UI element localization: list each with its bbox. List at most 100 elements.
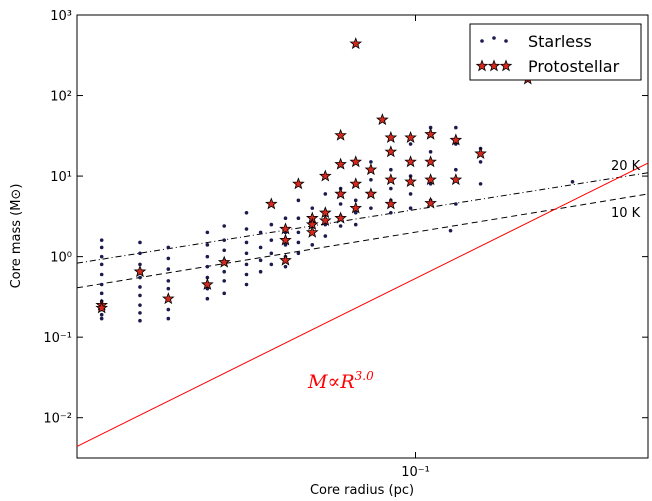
dot-marker: [428, 150, 433, 154]
dot-marker: [353, 198, 358, 203]
dot-marker: [244, 262, 249, 267]
star-marker: [384, 197, 398, 210]
dot-marker: [205, 275, 210, 280]
dot-marker: [244, 240, 249, 245]
y-tick-label: 10¹: [50, 170, 72, 185]
dot-marker: [205, 243, 210, 247]
star-marker: [334, 187, 347, 200]
dot-marker: [480, 39, 484, 43]
star-marker: [279, 253, 292, 266]
dot-marker: [138, 240, 142, 245]
model-label-exponent: 3.0: [355, 369, 374, 383]
dot-marker: [138, 285, 142, 289]
y-tick-label: 10⁻²: [43, 412, 72, 427]
dot-marker: [205, 254, 210, 259]
star-marker: [487, 59, 501, 72]
dot-marker: [323, 192, 328, 196]
dot-marker: [454, 167, 458, 172]
star-marker: [424, 127, 437, 140]
star-marker: [424, 155, 437, 168]
dot-marker: [389, 186, 393, 191]
dot-marker: [244, 211, 249, 215]
star-marker: [265, 197, 278, 210]
dot-marker: [99, 282, 104, 287]
dot-marker: [138, 293, 142, 298]
star-marker: [349, 37, 363, 50]
dot-marker: [222, 238, 227, 242]
dot-marker: [244, 272, 249, 277]
dot-marker: [99, 272, 104, 277]
dot-marker: [222, 248, 227, 253]
dot-marker: [369, 160, 373, 164]
line-label: 20 K: [611, 159, 641, 174]
dot-marker: [166, 267, 171, 271]
dot-marker: [338, 224, 343, 228]
star-marker: [95, 301, 109, 314]
star-marker: [162, 292, 175, 305]
star-marker: [318, 169, 332, 182]
star-marker: [318, 213, 332, 226]
dot-marker: [258, 269, 263, 274]
star-marker: [475, 59, 489, 72]
dot-marker: [166, 307, 171, 312]
dot-marker: [99, 316, 104, 321]
dot-marker: [269, 262, 274, 267]
y-tick-label: 10³: [50, 9, 72, 24]
dot-marker: [296, 198, 301, 203]
star-marker: [133, 265, 147, 278]
dot-marker: [222, 279, 227, 283]
y-tick-label: 10²: [50, 90, 72, 105]
star-marker: [201, 277, 214, 290]
dot-marker: [310, 243, 315, 247]
x-tick-label: 10⁻¹: [401, 465, 430, 480]
star-marker: [292, 177, 305, 190]
dot-marker: [258, 258, 263, 263]
star-marker: [404, 155, 417, 168]
dot-marker: [138, 251, 142, 256]
dot-marker: [222, 291, 227, 296]
star-marker: [449, 133, 463, 146]
star-marker: [384, 131, 398, 144]
dot-marker: [99, 245, 104, 250]
dot-marker: [428, 125, 433, 130]
star-marker: [499, 59, 513, 72]
dot-marker: [205, 296, 210, 301]
star-marker: [404, 131, 417, 144]
dot-marker: [138, 303, 142, 307]
star-marker: [279, 222, 292, 235]
star-marker: [384, 145, 398, 158]
dot-marker: [504, 39, 508, 43]
dot-marker: [389, 167, 393, 172]
plot-area: [77, 37, 648, 447]
star-marker: [364, 163, 378, 176]
dot-marker: [408, 192, 413, 196]
star-marker: [384, 173, 398, 186]
star-marker: [334, 211, 347, 224]
star-marker: [279, 233, 292, 246]
dot-marker: [296, 230, 301, 235]
dot-marker: [283, 243, 288, 247]
dot-marker: [138, 275, 142, 280]
star-marker: [349, 177, 363, 190]
dot-marker: [99, 262, 104, 267]
dot-marker: [296, 240, 301, 245]
star-marker: [364, 187, 378, 200]
star-marker: [449, 173, 463, 186]
dot-marker: [448, 228, 453, 233]
model-line: [77, 172, 648, 264]
dot-marker: [205, 230, 210, 235]
dot-marker: [269, 222, 274, 227]
star-marker: [404, 175, 417, 188]
dot-marker: [244, 282, 249, 287]
star-marker: [474, 146, 487, 160]
star-marker: [334, 128, 347, 141]
star-marker: [349, 155, 363, 168]
dot-marker: [166, 245, 171, 250]
dot-marker: [166, 279, 171, 283]
dot-marker: [99, 312, 104, 317]
model-line: [77, 193, 648, 289]
star-marker: [334, 157, 347, 170]
dot-marker: [338, 202, 343, 206]
dot-marker: [454, 202, 458, 206]
